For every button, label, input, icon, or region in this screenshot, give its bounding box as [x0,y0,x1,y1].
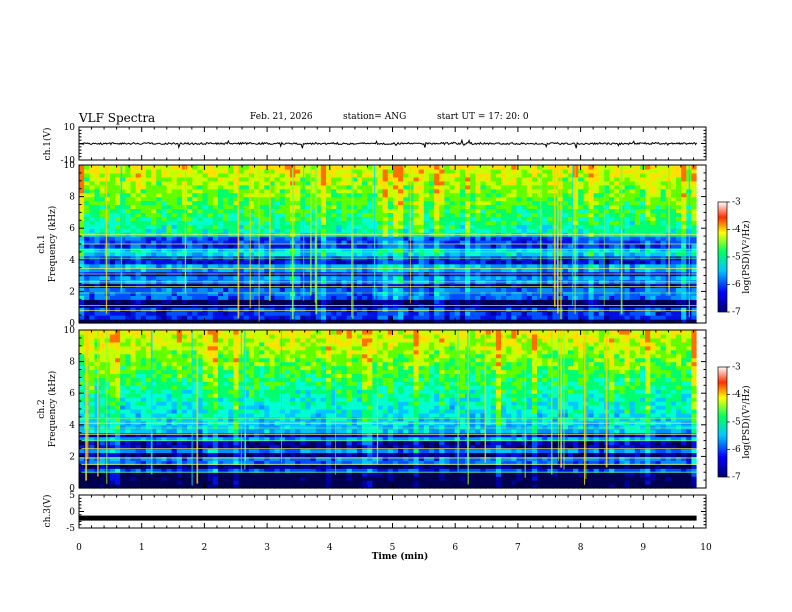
x-tick-label: 1 [139,543,145,553]
ch2-frequency-ylabel: Frequency (kHz) [47,371,58,448]
ch2-colorbar: -3 -4 -5 -6 -7 log(PSD)(V²/Hz) [717,363,752,483]
ch1-spectrogram-image [79,165,706,324]
y-tick-label: 8 [69,193,75,203]
ch3-waveform-trace [79,515,697,521]
ch2-spectrogram-ylabel: ch.2 [37,399,47,418]
ch1-colorbar: -3 -4 -5 -6 -7 log(PSD)(V²/Hz) [717,198,752,318]
x-axis-title: Time (min) [372,551,429,562]
x-tick-label: 0 [76,543,82,553]
station-label: station= ANG [343,112,407,122]
ch2-spectrogram-image [79,330,706,489]
x-tick-label: 8 [578,543,584,553]
colorbar-tick-label: -5 [732,418,741,428]
y-tick-label: 0 [69,484,75,494]
colorbar-tick-label: -6 [732,280,741,290]
colorbar-tick-label: -6 [732,445,741,455]
colorbar-tick-label: -7 [732,308,741,318]
x-tick-label: 6 [452,543,458,553]
plot-title: VLF Spectra [79,111,156,125]
y-tick-label: 4 [69,421,75,431]
y-tick-label: -5 [66,524,75,534]
date-label: Feb. 21, 2026 [250,112,313,122]
y-tick-label: 5 [69,491,75,501]
y-tick-label: 6 [69,389,75,399]
y-tick-label: 10 [64,326,76,336]
y-tick-label: 8 [69,358,75,368]
ch2-colorbar-label: log(PSD)(V²/Hz) [741,385,752,458]
y-tick-label: 10 [64,123,76,133]
ch1-colorbar-label: log(PSD)(V²/Hz) [741,220,752,293]
y-tick-label: -10 [61,156,76,166]
y-tick-label: 6 [69,224,75,234]
colorbar-tick-label: -7 [732,473,741,483]
start-time-label: start UT = 17: 20: 0 [437,112,529,122]
y-tick-label: 2 [69,452,75,462]
y-tick-label: 2 [69,287,75,297]
ch1-waveform-ylabel: ch.1(V) [42,128,53,161]
colorbar-tick-label: -4 [732,390,741,400]
ch1-spectrogram-ylabel: ch.1 [37,234,47,253]
y-tick-label: 0 [69,508,75,518]
x-tick-label: 4 [327,543,333,553]
x-tick-label: 10 [700,543,712,553]
axis-ticks [78,126,707,529]
ch2-spectrogram-panel [78,329,707,489]
y-tick-label: 0 [69,319,75,329]
y-tick-label: 10 [64,161,76,171]
x-tick-label: 9 [640,543,646,553]
colorbar-tick-label: -4 [732,225,741,235]
ch1-spectrogram-panel [78,164,707,324]
colorbar-tick-label: -3 [732,198,741,208]
ch1-waveform-trace [78,138,698,150]
colorbar-tick-label: -5 [732,253,741,263]
x-tick-label: 2 [202,543,208,553]
x-tick-label: 5 [390,543,396,553]
x-tick-label: 3 [264,543,270,553]
y-tick-label: 4 [69,256,75,266]
colorbar-tick-label: -3 [732,363,741,373]
ch3-waveform-ylabel: ch.3(V) [42,495,53,528]
x-tick-label: 7 [515,543,521,553]
ch1-frequency-ylabel: Frequency (kHz) [47,206,58,283]
